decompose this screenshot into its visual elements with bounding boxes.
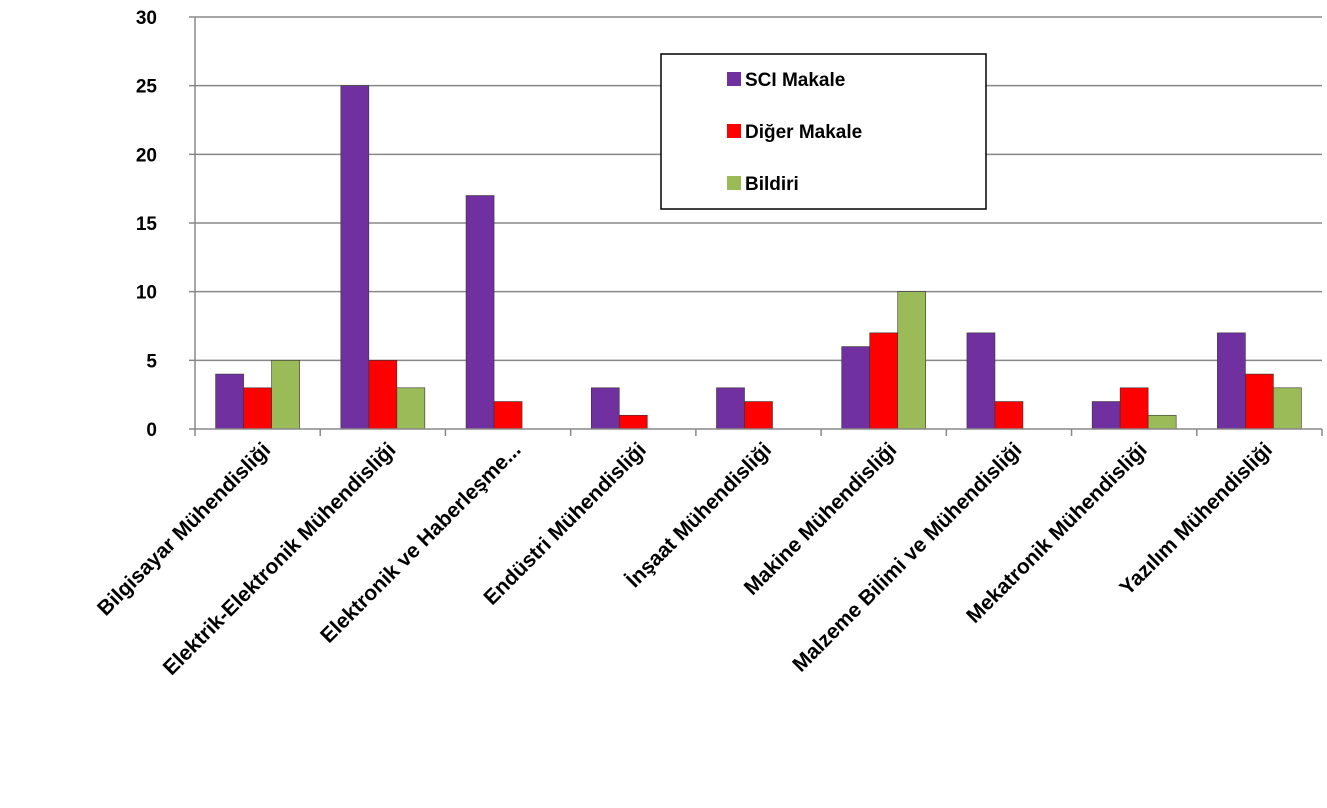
category-label: Malzeme Bilimi ve Mühendisliği <box>788 438 1026 676</box>
legend: SCI Makale Diğer Makale Bildiri <box>660 53 987 210</box>
bar <box>716 387 745 430</box>
bar <box>1273 387 1302 430</box>
y-tick-labels: 0 5 10 15 20 25 30 <box>136 8 158 441</box>
bar <box>994 401 1024 430</box>
legend-box <box>660 53 987 210</box>
bar <box>340 85 370 430</box>
bar <box>271 360 300 430</box>
bar <box>1147 414 1177 430</box>
axes <box>189 16 1323 436</box>
bar <box>618 414 648 430</box>
bar <box>897 291 927 430</box>
y-tick-label: 20 <box>136 145 157 166</box>
bar <box>590 387 620 430</box>
bars <box>215 85 1302 430</box>
legend-label: Diğer Makale <box>745 122 862 143</box>
bar <box>1119 387 1149 430</box>
bar <box>493 401 523 430</box>
bar <box>396 387 426 430</box>
bar <box>1217 332 1246 430</box>
legend-swatch <box>727 124 741 138</box>
bar <box>215 373 244 430</box>
category-label: Elektrik-Elektronik Mühendisliği <box>159 438 401 680</box>
category-labels: Bilgisayar MühendisliğiElektrik-Elektron… <box>93 438 1277 680</box>
bar <box>841 346 871 430</box>
y-tick-label: 5 <box>146 351 157 372</box>
bar <box>465 195 495 430</box>
bar <box>243 387 272 430</box>
bar <box>368 360 398 430</box>
bar <box>966 332 996 430</box>
y-tick-label: 10 <box>136 283 157 304</box>
y-tick-label: 0 <box>146 420 157 441</box>
category-label: Elektronik ve Haberleşme... <box>316 438 525 647</box>
legend-swatch <box>727 176 741 190</box>
legend-label: SCI Makale <box>745 70 845 91</box>
bar <box>1245 373 1274 430</box>
legend-swatch <box>727 72 741 86</box>
y-tick-label: 25 <box>136 77 158 98</box>
y-tick-label: 15 <box>136 214 158 235</box>
y-tick-label: 30 <box>136 8 157 29</box>
legend-label: Bildiri <box>745 174 799 195</box>
bar <box>869 332 899 430</box>
bar <box>744 401 773 430</box>
bar <box>1091 401 1121 430</box>
